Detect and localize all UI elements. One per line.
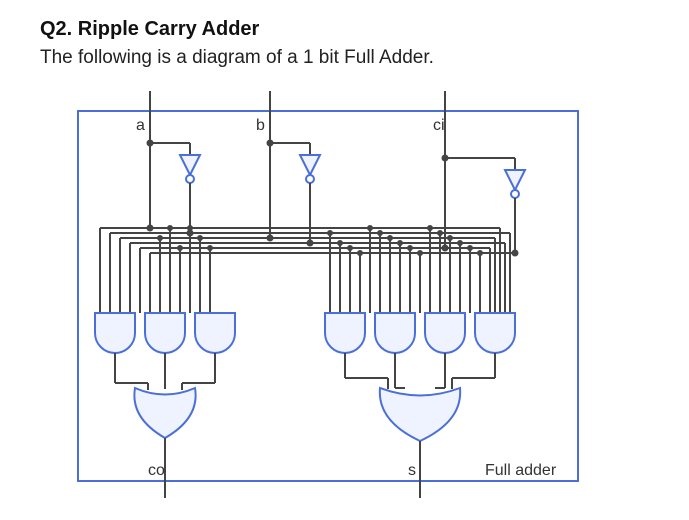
not-gate-ci: [505, 170, 525, 253]
junction: [267, 140, 274, 147]
and-gate-r2: [375, 313, 415, 388]
label-s: s: [408, 462, 416, 479]
junction: [307, 240, 314, 247]
junction: [512, 250, 519, 257]
and-gate-r1: [325, 313, 365, 378]
junction: [147, 225, 154, 232]
question-title: Q2. Ripple Carry Adder: [40, 18, 649, 41]
label-caption: Full adder: [485, 462, 557, 479]
not-gate-a: [180, 155, 200, 233]
label-co: co: [148, 462, 165, 479]
and-gate-l2: [145, 313, 185, 389]
and-gate-l3: [195, 313, 235, 383]
junction: [267, 235, 274, 242]
or-gate-s: [380, 388, 460, 481]
label-ci: ci: [433, 117, 445, 134]
not-gate-b: [300, 155, 320, 243]
and-gate-l1: [95, 313, 135, 383]
label-b: b: [256, 117, 265, 134]
full-adder-diagram: a b ci: [40, 83, 600, 503]
question-subtitle: The following is a diagram of a 1 bit Fu…: [40, 47, 649, 69]
and-gate-r3: [425, 313, 465, 388]
label-a: a: [136, 117, 145, 134]
junction: [147, 140, 154, 147]
junction: [442, 155, 449, 162]
junction: [442, 245, 449, 252]
wiring-bus: [100, 228, 515, 253]
or-gate-co: [134, 388, 195, 481]
and-gate-r4: [475, 313, 515, 378]
